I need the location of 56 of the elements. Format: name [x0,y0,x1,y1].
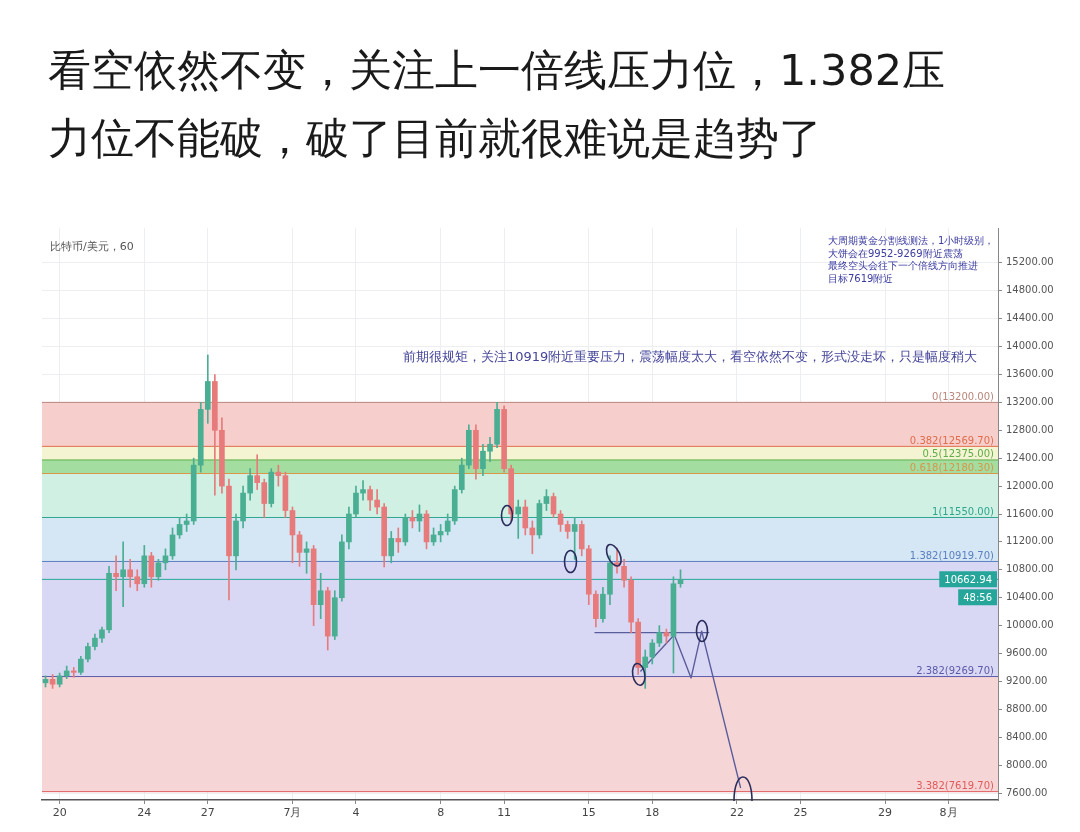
y-tick-label: 9200.00 [1006,675,1048,687]
candlestick [395,527,402,553]
x-tick-label: 25 [793,806,808,820]
y-tick-label: 12400.00 [1006,451,1054,463]
y-tick-label: 15200.00 [1006,256,1054,268]
annotation: 前期很规矩，关注10919附近重要压力，震荡幅度太大，看空依然不变，形式没走坏，只是幅度稍大 [403,349,978,364]
x-tick-label: 15 [581,806,596,820]
candlestick [113,555,119,592]
x-tick-label: 18 [645,806,660,820]
annotation: 最终空头会往下一个倍线方向推进 [828,260,978,271]
ref-line-label: 3.382(7619.70) [916,780,995,792]
x-tick-label: 27 [200,806,215,820]
y-tick-label: 13200.00 [1006,395,1054,407]
y-tick-label: 14400.00 [1006,312,1054,324]
x-tick-label: 29 [878,806,893,820]
ref-line-label: 0.382(12569.70) [909,434,995,446]
candlestick [120,541,126,608]
annotation: 大周期黄金分割线测法，1小时级别， [828,235,995,246]
ref-line-label: 0.5(12375.00) [922,448,995,460]
annotation: 大饼会在9952-9269附近震荡 [828,247,963,259]
y-tick-label: 11600.00 [1006,507,1054,519]
x-tick-label: 8 [437,806,445,820]
ref-line-label: 1(11550.00) [932,505,995,517]
annotation: 目标7619附近 [828,272,894,284]
y-tick-label: 14000.00 [1006,340,1054,352]
y-tick-label: 10400.00 [1006,591,1054,603]
x-tick-label: 8月 [939,806,958,820]
y-tick-label: 11200.00 [1006,535,1054,547]
x-tick-label: 11 [497,806,512,820]
x-tick-label: 7月 [283,806,302,820]
x-tick-label: 24 [137,806,152,820]
candlestick [70,667,77,678]
y-tick-label: 14800.00 [1006,284,1054,296]
y-tick-label: 10800.00 [1006,563,1054,575]
y-tick-label: 8800.00 [1006,702,1048,714]
y-tick-label: 8000.00 [1006,758,1048,770]
y-tick-label: 8400.00 [1006,730,1048,742]
y-tick-label: 12000.00 [1006,479,1054,491]
annotation: 48:56 [963,592,992,604]
x-tick-label: 20 [52,806,67,820]
candlestick [360,480,366,501]
ref-line-label: 2.382(9269.70) [916,665,995,677]
y-tick-label: 9600.00 [1006,647,1048,659]
y-tick-label: 7600.00 [1006,786,1048,798]
ref-line-label: 1.382(10919.70) [909,549,995,561]
candlestick [515,499,522,539]
ref-line-label: 0(13200.00) [932,390,995,402]
ref-line-label: 0.618(12180.30) [909,462,995,474]
y-tick-label: 10000.00 [1006,619,1054,631]
y-tick-label: 13600.00 [1006,368,1054,380]
ref-line-label: 10662.94 [944,574,992,586]
text: 比特币/美元，60 [50,240,134,253]
x-tick-label: 22 [729,806,744,820]
x-tick-label: 4 [352,806,360,820]
y-tick-label: 12800.00 [1006,423,1054,435]
chart-title: 看空依然不变，关注上一倍线压力位，1.382压力位不能破，破了目前就很难说是趋势了 [48,44,947,165]
